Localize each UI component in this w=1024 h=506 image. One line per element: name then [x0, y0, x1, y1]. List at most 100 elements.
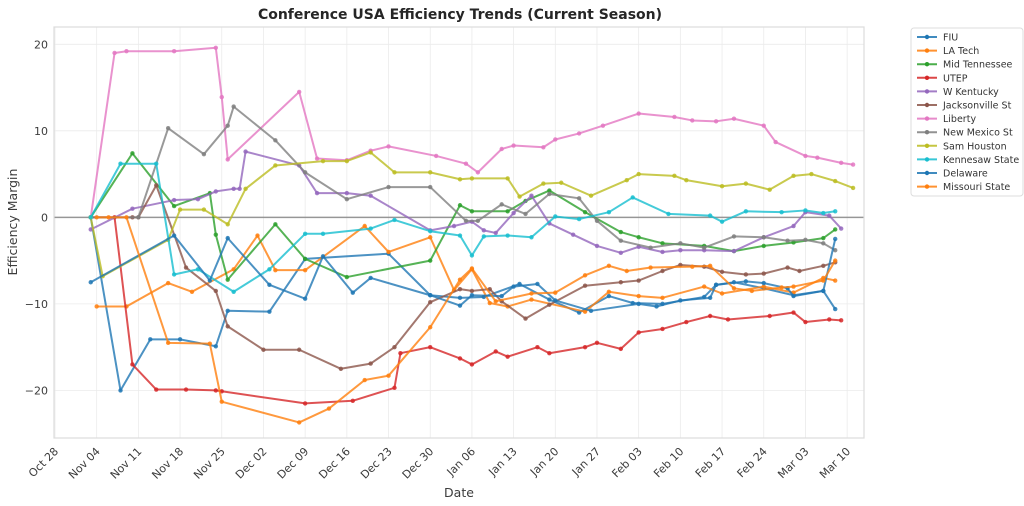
data-point-sam-houston — [684, 177, 689, 183]
legend-label: FIU — [943, 33, 958, 44]
data-point-utep — [130, 362, 135, 367]
data-point-delaware — [821, 288, 826, 294]
data-point-missouri-state — [165, 340, 171, 346]
data-point-kennesaw-state — [368, 226, 373, 231]
legend-label: Delaware — [943, 169, 988, 180]
data-point-sam-houston — [177, 207, 183, 212]
data-point-jacksonville-st — [368, 361, 373, 366]
x-tick-label: Oct 28 — [26, 445, 61, 480]
legend-item-fiu: FIU — [917, 33, 958, 44]
data-point-jacksonville-st — [261, 347, 266, 352]
data-point-fiu — [457, 295, 463, 301]
x-tick-label: Dec 23 — [358, 445, 395, 482]
data-point-new-mexico-st — [463, 218, 469, 224]
series-utep — [88, 215, 844, 406]
data-point-missouri-state — [791, 284, 796, 289]
data-point-sam-houston — [791, 173, 796, 179]
data-point-missouri-state — [624, 268, 629, 274]
data-point-kennesaw-state — [392, 217, 397, 223]
data-point-sam-houston — [559, 180, 564, 185]
grid — [54, 27, 864, 438]
data-point-new-mexico-st — [821, 241, 826, 246]
data-point-liberty — [576, 131, 582, 136]
legend-label: Mid Tennessee — [943, 60, 1013, 71]
data-point-new-mexico-st — [231, 104, 236, 109]
data-point-utep — [827, 317, 832, 322]
data-point-kennesaw-state — [666, 211, 671, 217]
data-point-jacksonville-st — [785, 265, 790, 270]
data-point-mid-tennessee — [505, 209, 510, 214]
series-line-la-tech — [96, 225, 836, 313]
data-point-missouri-state — [219, 399, 224, 404]
series-delaware — [88, 233, 838, 314]
data-point-new-mexico-st — [475, 218, 481, 224]
data-point-delaware — [535, 281, 540, 287]
data-point-mid-tennessee — [130, 151, 135, 156]
data-point-w-kentucky — [618, 250, 624, 256]
data-point-la-tech — [94, 304, 99, 309]
data-point-sam-houston — [809, 171, 814, 177]
series-kennesaw-state — [88, 161, 838, 294]
data-point-delaware — [713, 282, 719, 288]
data-point-missouri-state — [606, 263, 612, 269]
data-point-mid-tennessee — [660, 241, 665, 246]
data-point-mid-tennessee — [618, 229, 624, 235]
data-point-missouri-state — [648, 265, 653, 270]
legend-marker — [924, 116, 930, 121]
data-point-jacksonville-st — [660, 268, 665, 274]
data-point-la-tech — [701, 284, 707, 289]
data-point-utep — [154, 387, 159, 392]
y-tick-label: −10 — [25, 298, 48, 311]
legend-item-jacksonville-st: Jacksonville St — [917, 101, 1012, 112]
data-point-missouri-state — [582, 273, 588, 278]
data-point-liberty — [475, 170, 481, 175]
data-point-w-kentucky — [314, 190, 320, 196]
data-point-delaware — [654, 304, 659, 309]
series-new-mexico-st — [88, 104, 838, 253]
data-point-liberty — [553, 137, 558, 142]
legend-item-kennesaw-state: Kennesaw State — [917, 155, 1019, 166]
data-point-fiu — [547, 297, 552, 302]
legend-item-missouri-state: Missouri State — [917, 182, 1010, 193]
data-point-liberty — [541, 145, 546, 150]
data-point-liberty — [773, 139, 778, 145]
data-point-delaware — [678, 298, 683, 303]
data-point-delaware — [511, 284, 516, 289]
data-point-w-kentucky — [660, 249, 665, 255]
x-tick-label: Mar 03 — [775, 445, 811, 481]
data-point-utep — [183, 387, 189, 392]
legend-marker — [924, 75, 930, 81]
series-sam-houston — [88, 150, 856, 279]
data-point-jacksonville-st — [821, 263, 826, 269]
legend-label: UTEP — [943, 73, 968, 84]
data-point-utep — [302, 401, 308, 406]
data-point-jacksonville-st — [428, 299, 433, 305]
data-point-delaware — [457, 303, 463, 308]
data-point-delaware — [267, 282, 272, 288]
x-tick-label: Nov 11 — [108, 445, 145, 482]
data-point-missouri-state — [326, 406, 332, 411]
data-point-new-mexico-st — [136, 215, 141, 220]
legend: FIU LA Tech Mid Tennessee UTEP W Kentucky Jac… — [910, 27, 1024, 197]
data-point-kennesaw-state — [779, 209, 784, 215]
data-point-jacksonville-st — [636, 278, 641, 283]
data-point-utep — [594, 340, 600, 346]
data-point-missouri-state — [457, 277, 463, 282]
data-point-kennesaw-state — [833, 209, 838, 214]
data-point-la-tech — [833, 278, 838, 283]
data-point-missouri-state — [296, 420, 302, 425]
data-point-liberty — [386, 144, 391, 149]
data-point-sam-houston — [201, 207, 207, 212]
data-point-w-kentucky — [344, 190, 350, 196]
data-point-kennesaw-state — [606, 209, 612, 215]
data-point-la-tech — [386, 249, 391, 255]
data-point-liberty — [219, 94, 224, 100]
data-point-new-mexico-st — [648, 245, 653, 250]
data-point-w-kentucky — [195, 196, 201, 202]
data-point-delaware — [469, 293, 475, 298]
data-point-kennesaw-state — [630, 195, 635, 200]
legend-label: Kennesaw State — [943, 155, 1019, 166]
data-point-missouri-state — [529, 291, 534, 296]
data-point-new-mexico-st — [761, 235, 766, 240]
data-point-utep — [547, 351, 552, 356]
